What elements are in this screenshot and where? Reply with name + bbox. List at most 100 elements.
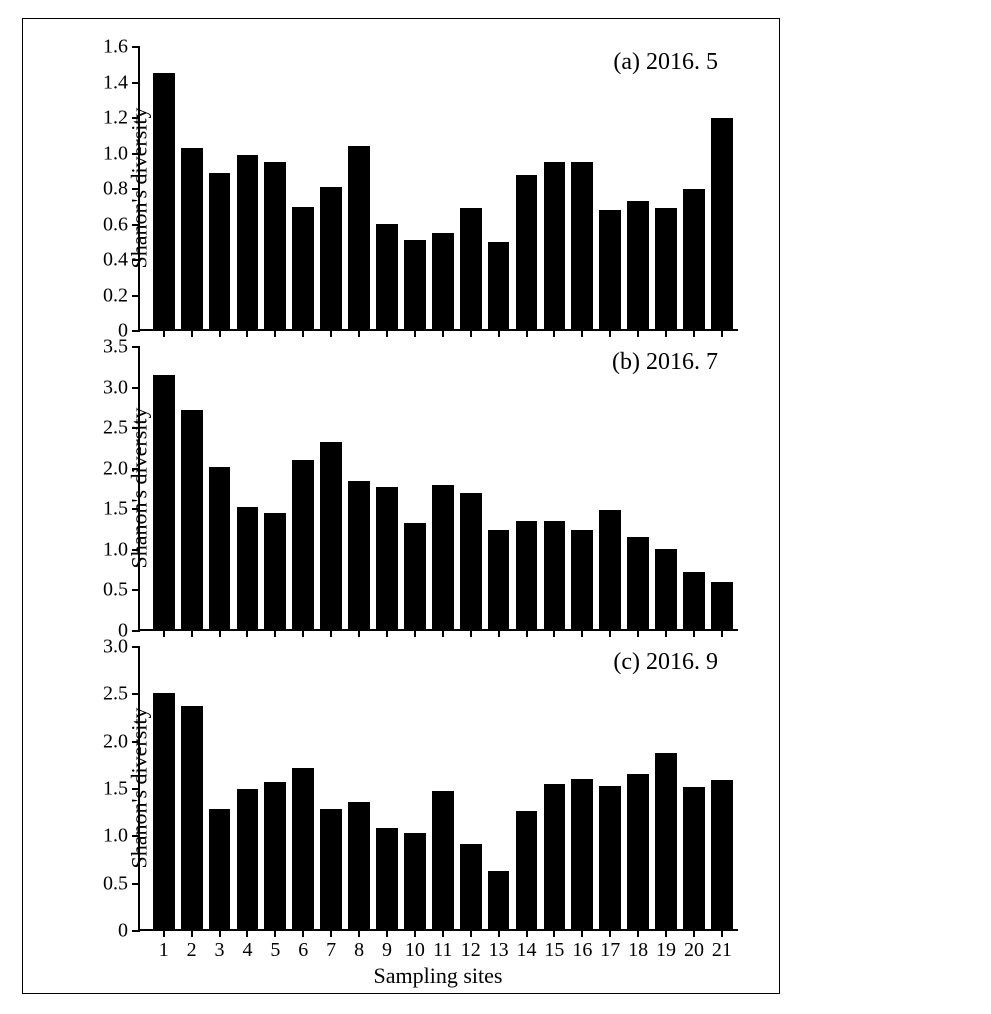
y-tick-label: 3.0 xyxy=(103,636,128,659)
y-tick-label: 0.5 xyxy=(103,579,128,602)
x-tick xyxy=(721,329,723,337)
x-tick-label: 1 xyxy=(159,939,169,962)
y-tick xyxy=(132,930,140,932)
y-tick-label: 1.0 xyxy=(103,538,128,561)
x-tick-label: 19 xyxy=(656,939,676,962)
x-tick xyxy=(581,629,583,637)
bar xyxy=(320,809,342,929)
x-tick-label: 3 xyxy=(215,939,225,962)
bar xyxy=(460,493,482,629)
bar xyxy=(571,530,593,629)
bar xyxy=(209,173,231,329)
x-tick-label: 13 xyxy=(489,939,509,962)
bar xyxy=(404,240,426,329)
x-tick xyxy=(665,929,667,937)
x-tick-label: 18 xyxy=(628,939,648,962)
bar xyxy=(571,162,593,329)
y-tick xyxy=(132,346,140,348)
bar xyxy=(320,187,342,329)
bar xyxy=(181,706,203,929)
x-tick-label: 4 xyxy=(242,939,252,962)
x-tick-label: 11 xyxy=(433,939,452,962)
x-tick xyxy=(526,329,528,337)
bar xyxy=(292,768,314,929)
y-tick xyxy=(132,330,140,332)
bar xyxy=(404,833,426,929)
bar xyxy=(209,809,231,929)
bar xyxy=(376,487,398,629)
x-tick xyxy=(470,929,472,937)
x-tick-label: 14 xyxy=(517,939,537,962)
x-tick-label: 2 xyxy=(187,939,197,962)
x-tick xyxy=(721,629,723,637)
x-tick-label: 16 xyxy=(572,939,592,962)
bar xyxy=(516,175,538,329)
bar xyxy=(153,693,175,929)
bar xyxy=(516,521,538,629)
page: 00.20.40.60.81.01.21.41.6Shanon's divers… xyxy=(0,0,991,1014)
x-tick xyxy=(274,329,276,337)
x-tick xyxy=(414,629,416,637)
y-tick-label: 1.2 xyxy=(103,107,128,130)
bar xyxy=(544,162,566,329)
plot-area: 00.51.01.52.02.53.0Shanon's diversity(c)… xyxy=(138,647,738,931)
x-tick xyxy=(219,329,221,337)
x-tick xyxy=(637,629,639,637)
x-tick xyxy=(553,329,555,337)
panel-b: 00.51.01.52.02.53.03.5Shanon's diversity… xyxy=(138,347,738,631)
bar xyxy=(711,118,733,329)
bar xyxy=(655,549,677,629)
bar xyxy=(432,233,454,329)
bar xyxy=(711,582,733,629)
bars xyxy=(140,347,738,629)
x-tick xyxy=(246,929,248,937)
bars xyxy=(140,47,738,329)
x-tick-label: 7 xyxy=(326,939,336,962)
y-tick xyxy=(132,693,140,695)
x-tick xyxy=(358,629,360,637)
y-tick-label: 2.5 xyxy=(103,683,128,706)
bar xyxy=(181,410,203,629)
x-axis-label: Sampling sites xyxy=(138,963,738,989)
bar xyxy=(683,787,705,929)
x-tick xyxy=(386,629,388,637)
x-tick xyxy=(191,629,193,637)
bar xyxy=(627,774,649,929)
bar xyxy=(571,779,593,929)
x-tick xyxy=(302,929,304,937)
y-tick xyxy=(132,630,140,632)
x-tick xyxy=(330,929,332,937)
x-tick xyxy=(219,929,221,937)
x-tick-label: 20 xyxy=(684,939,704,962)
y-tick-label: 0.4 xyxy=(103,249,128,272)
x-tick xyxy=(693,329,695,337)
y-tick xyxy=(132,646,140,648)
bars xyxy=(140,647,738,929)
x-tick-label: 21 xyxy=(712,939,732,962)
plot-area: 00.51.01.52.02.53.03.5Shanon's diversity… xyxy=(138,347,738,631)
x-tick xyxy=(470,329,472,337)
bar xyxy=(153,73,175,329)
x-tick xyxy=(693,629,695,637)
x-tick xyxy=(637,329,639,337)
bar xyxy=(488,530,510,629)
bar xyxy=(544,784,566,929)
x-tick xyxy=(609,329,611,337)
x-tick xyxy=(386,329,388,337)
x-tick xyxy=(358,329,360,337)
y-tick-label: 1.0 xyxy=(103,825,128,848)
bar xyxy=(320,442,342,629)
bar xyxy=(292,207,314,329)
y-tick xyxy=(132,295,140,297)
x-tick xyxy=(581,329,583,337)
bar xyxy=(544,521,566,629)
x-tick xyxy=(274,629,276,637)
x-tick xyxy=(721,929,723,937)
bar xyxy=(348,802,370,929)
x-tick xyxy=(637,929,639,937)
y-tick xyxy=(132,46,140,48)
x-tick xyxy=(609,929,611,937)
x-tick-label: 15 xyxy=(544,939,564,962)
bar xyxy=(348,146,370,329)
y-tick-label: 1.0 xyxy=(103,142,128,165)
